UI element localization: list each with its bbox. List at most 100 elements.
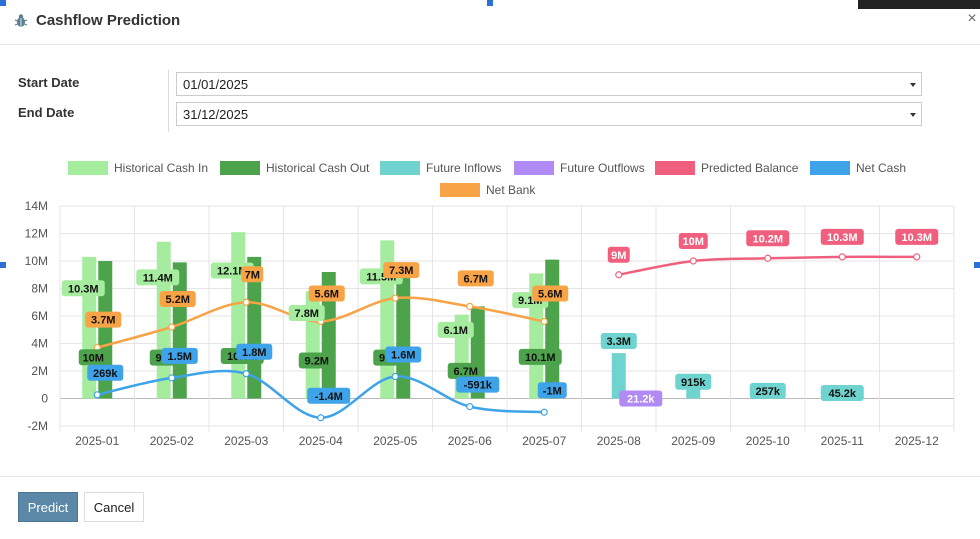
y-tick-label: 10M — [25, 254, 48, 268]
data-label-net-bank-bg — [159, 291, 196, 307]
bar — [545, 259, 560, 399]
data-label-cash-in: 7.8M — [295, 308, 319, 320]
data-label-net-cash: -1.4M — [315, 391, 343, 403]
data-label-cash-in-bg — [61, 280, 105, 297]
data-label-predicted-balance-bg — [678, 233, 708, 249]
line-point — [93, 391, 101, 399]
y-tick-label: 4M — [31, 337, 48, 351]
data-label-net-cash-bg — [537, 382, 567, 399]
line-point — [615, 271, 623, 279]
y-tick-label: 6M — [31, 309, 48, 323]
end-date-select[interactable]: 31/12/2025 — [176, 102, 922, 126]
legend-label: Predicted Balance — [701, 161, 799, 175]
data-label-cash-out: 10.1M — [525, 352, 556, 364]
line-point — [540, 408, 548, 416]
data-label-net-cash: 269k — [93, 368, 118, 380]
data-label-net-bank-bg — [383, 262, 420, 279]
data-label-net-bank-bg — [457, 270, 494, 287]
data-label-net-bank-bg — [85, 311, 122, 328]
x-tick-label: 2025-03 — [224, 434, 268, 448]
legend-label: Net Bank — [486, 183, 536, 197]
cancel-button[interactable]: Cancel — [84, 492, 144, 522]
resize-handle-top-left[interactable] — [0, 0, 6, 6]
data-label-net-bank: 6.7M — [464, 273, 488, 285]
data-label-cash-out-bg — [518, 348, 562, 365]
data-label-net-cash: 1.6M — [391, 350, 415, 362]
data-label-predicted-balance-bg — [820, 228, 864, 245]
data-label-cash-in: 11.4M — [143, 272, 173, 284]
data-label-future-in: 45.2k — [828, 388, 856, 400]
cashflow-chart: 14M 12M 10M 8M 6M 4M 2M 0 -2M 2025-01 2025-02 2025-… — [0, 150, 980, 470]
bar — [156, 241, 171, 399]
data-label-future-out-bg — [619, 390, 663, 407]
data-label-future-out: 21.2k — [627, 394, 655, 406]
data-label-net-cash-bg — [161, 347, 198, 364]
data-label-net-cash: -1M — [543, 385, 562, 397]
data-label-cash-in-bg — [288, 305, 325, 322]
resize-handle-right[interactable] — [974, 262, 980, 268]
legend-swatch — [514, 161, 554, 175]
y-tick-label: 8M — [31, 282, 48, 296]
data-label-net-cash-bg — [87, 364, 124, 381]
legend-swatch — [440, 183, 480, 197]
data-label-net-cash-bg — [236, 343, 273, 360]
data-label-cash-in: 6.1M — [444, 325, 468, 337]
end-date-value: 31/12/2025 — [183, 107, 249, 122]
data-label-predicted-balance: 9M — [611, 250, 626, 262]
bar — [611, 353, 626, 399]
data-label-future-in-bg — [675, 373, 712, 390]
line-point — [466, 302, 474, 310]
x-tick-label: 2025-07 — [522, 434, 566, 448]
x-tick-label: 2025-05 — [373, 434, 417, 448]
y-tick-label: 14M — [25, 199, 48, 213]
data-label-net-bank: 5.6M — [538, 289, 562, 301]
data-label-cash-out-bg — [78, 349, 108, 366]
start-date-value: 01/01/2025 — [183, 77, 249, 92]
data-label-cash-in-bg — [136, 269, 180, 286]
data-label-predicted-balance-bg — [746, 230, 790, 247]
x-tick-label: 2025-08 — [597, 434, 641, 448]
data-label-future-in-bg — [600, 333, 637, 349]
predict-button[interactable]: Predict — [18, 492, 78, 522]
data-label-future-in: 3.3M — [607, 336, 631, 348]
close-icon[interactable]: × — [967, 10, 977, 27]
line-point — [168, 323, 176, 331]
data-label-future-in-bg — [749, 382, 786, 399]
legend-swatch — [68, 161, 108, 175]
x-tick-label: 2025-04 — [299, 434, 343, 448]
line-point — [168, 374, 176, 382]
data-label-cash-out-bg — [447, 362, 484, 379]
resize-handle-top[interactable] — [487, 0, 493, 6]
dialog-footer — [0, 476, 980, 539]
dialog-header: Cashflow Prediction × — [0, 0, 980, 45]
chart-svg: 14M 12M 10M 8M 6M 4M 2M 0 -2M 2025-01 2025-02 2025-… — [25, 161, 955, 448]
y-tick-label: -2M — [27, 419, 48, 433]
legend-swatch — [220, 161, 260, 175]
form-divider — [168, 70, 169, 132]
legend-label: Historical Cash In — [114, 161, 208, 175]
chevron-down-icon — [910, 83, 916, 87]
data-label-cash-out: 6.7M — [454, 366, 478, 378]
data-label-future-in: 257k — [756, 386, 781, 398]
data-label-future-in-bg — [820, 385, 864, 401]
data-label-net-bank: 7M — [245, 269, 260, 281]
resize-handle-left[interactable] — [0, 262, 6, 268]
start-date-select[interactable]: 01/01/2025 — [176, 72, 922, 96]
data-label-net-cash: -591k — [464, 380, 493, 392]
line-point — [391, 294, 399, 302]
chevron-down-icon — [910, 113, 916, 117]
data-label-net-bank-bg — [532, 285, 569, 302]
data-label-net-bank-bg — [241, 266, 264, 283]
line-point — [838, 253, 846, 261]
y-tick-label: 12M — [25, 227, 48, 241]
data-label-predicted-balance: 10.3M — [827, 232, 858, 244]
dialog-title: Cashflow Prediction — [36, 12, 181, 29]
x-tick-label: 2025-02 — [150, 434, 194, 448]
legend-label: Future Inflows — [426, 161, 501, 175]
x-tick-label: 2025-11 — [821, 434, 864, 448]
line-point — [764, 254, 772, 262]
legend-label: Future Outflows — [560, 161, 645, 175]
data-label-cash-in: 10.3M — [68, 283, 99, 295]
data-label-predicted-balance: 10M — [683, 236, 704, 248]
line-point — [317, 414, 325, 422]
